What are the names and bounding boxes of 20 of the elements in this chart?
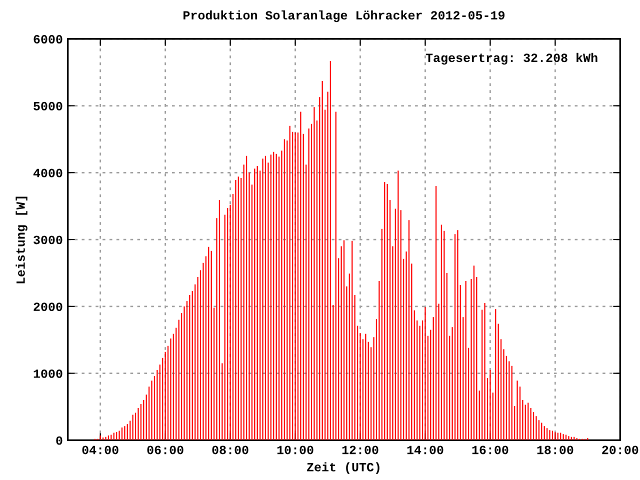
y-tick-label: 2000 (34, 302, 62, 312)
x-tick-label: 14:00 (407, 446, 444, 454)
x-axis-title: Zeit (UTC) (307, 462, 380, 474)
y-tick-label: 4000 (33, 168, 62, 178)
y-axis-title: Leistung [W] (16, 196, 28, 284)
x-tick-label: 12:00 (342, 446, 378, 454)
x-tick-label: 06:00 (147, 446, 184, 454)
y-tick-label: 1000 (34, 369, 62, 378)
y-tick-label: 0 (56, 436, 62, 445)
y-tick-label: 3000 (34, 236, 62, 244)
x-tick-label: 08:00 (212, 446, 248, 454)
chart-title: Produktion Solaranlage Löhracker 2012-05-19 (184, 10, 505, 22)
x-tick-label: 20:00 (602, 446, 638, 454)
x-tick-label: 18:00 (537, 446, 574, 454)
y-tick-label: 5000 (34, 102, 62, 110)
x-tick-label: 10:00 (277, 446, 314, 454)
y-tick-label: 6000 (34, 35, 62, 44)
x-tick-label: 16:00 (472, 446, 508, 454)
annotation: Tagesertrag: 32.208 kWh (426, 52, 598, 65)
x-tick-label: 04:00 (82, 446, 118, 454)
